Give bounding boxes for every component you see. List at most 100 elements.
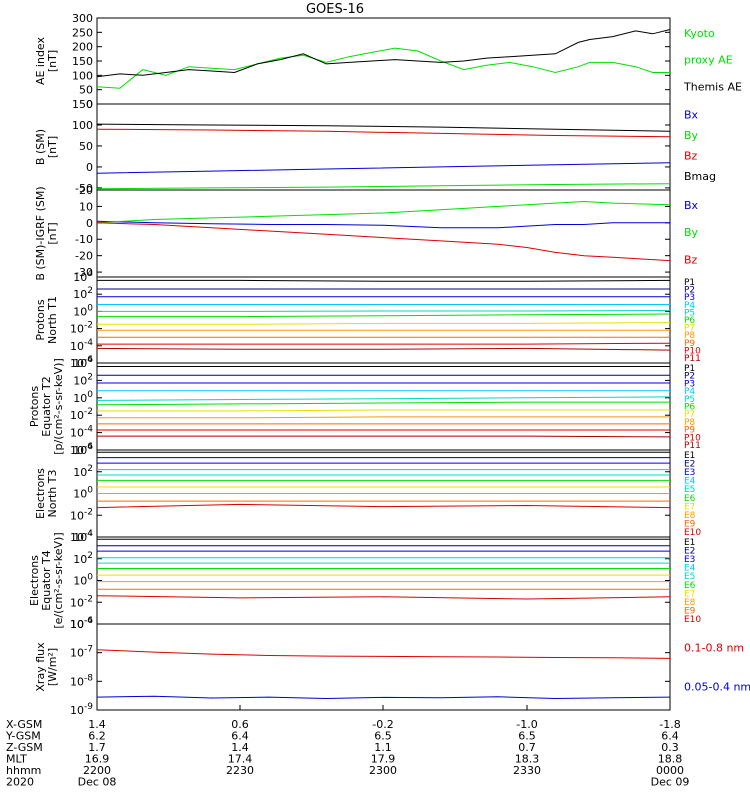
- y-tick-label: 100: [72, 119, 93, 132]
- y-tick-exponent: -2: [84, 594, 93, 604]
- y-tick-exponent: -6: [84, 616, 93, 626]
- y-tick-label: 100: [73, 390, 93, 405]
- x-row-value: 1.4: [88, 718, 106, 731]
- panel-frame: [96, 103, 671, 191]
- legend-entry: E2: [684, 547, 695, 557]
- x-row-value: 2200: [83, 764, 111, 777]
- legend-entry: P11: [684, 441, 701, 451]
- y-tick-label: -30: [75, 266, 93, 279]
- legend-entry: E2: [684, 460, 695, 470]
- legend-entry: E1: [684, 538, 695, 548]
- x-row-value: 2330: [513, 764, 541, 777]
- y-axis-label: [nT]: [46, 50, 59, 72]
- y-tick-exponent: 2: [87, 464, 93, 474]
- series-line-bx: [96, 162, 671, 174]
- legend-entry: P5: [684, 395, 695, 405]
- x-row-value: 1.1: [374, 741, 392, 754]
- x-row-label: MLT: [6, 753, 27, 766]
- y-tick-label: 104: [73, 529, 93, 544]
- x-row-label: Z-GSM: [6, 741, 43, 754]
- series-line-themis-ae: [96, 29, 671, 78]
- legend-entry: E4: [684, 564, 696, 574]
- legend-entry: Bmag: [684, 170, 716, 183]
- legend-entry: P9: [684, 339, 695, 349]
- y-tick-label: 150: [72, 55, 93, 68]
- x-row-value: 0000: [656, 764, 684, 777]
- y-axis-label: Protons: [28, 386, 41, 427]
- series-line-bmag: [96, 123, 671, 132]
- series-line-p11: [97, 435, 671, 438]
- series-line-p8: [97, 416, 670, 419]
- legend-entry: P9: [684, 426, 695, 436]
- panel-frame: [96, 17, 671, 105]
- legend-entry: P3: [684, 379, 695, 389]
- y-tick-label: 0: [86, 161, 93, 174]
- legend-entry: By: [684, 226, 699, 239]
- legend-entry: P10: [684, 346, 701, 356]
- legend-entry: P5: [684, 308, 695, 318]
- x-row-value: 2300: [369, 764, 397, 777]
- x-row-value: 18.8: [658, 753, 683, 766]
- legend-entry: E10: [684, 528, 701, 538]
- x-row-value: 6.5: [518, 730, 536, 743]
- y-tick-exponent: -2: [84, 507, 93, 517]
- legend-entry: proxy AE: [684, 54, 733, 67]
- legend-entry: E4: [684, 477, 696, 487]
- x-row-value: Dec 09: [651, 776, 690, 789]
- panel-frame: [96, 276, 671, 364]
- y-tick-label: 10: [79, 200, 93, 213]
- y-tick-exponent: -6: [84, 355, 93, 365]
- y-tick-label: 0: [86, 98, 93, 111]
- y-tick-label: 10-2: [70, 321, 93, 336]
- legend-entry: E6: [684, 581, 696, 591]
- x-row-value: 1.7: [88, 741, 106, 754]
- y-tick-label: 102: [73, 551, 93, 566]
- x-row-value: 16.9: [85, 753, 110, 766]
- y-tick-label: 50: [79, 140, 93, 153]
- y-tick-label: 200: [72, 41, 93, 54]
- x-row-value: -1.0: [516, 718, 537, 731]
- x-row-value: -0.2: [372, 718, 393, 731]
- legend-entry: E3: [684, 468, 695, 478]
- y-tick-label: 104: [73, 442, 93, 457]
- series-line-p5: [96, 396, 671, 401]
- y-tick-label: 100: [73, 486, 93, 501]
- y-tick-label: -50: [75, 182, 93, 195]
- y-tick-label: 10-8: [70, 673, 93, 688]
- x-row-label: 2020: [6, 776, 34, 789]
- x-axis-labels: X-GSM 1.4 0.6 -0.2 -1.0 -1.8 Y-GSM 6.2 6.4 6.5 6.5…: [5, 718, 689, 789]
- y-axis-label: North T1: [46, 296, 59, 344]
- legend-entry: P7: [684, 410, 695, 420]
- y-tick-exponent: 4: [87, 355, 93, 365]
- y-tick-exponent: 0: [87, 390, 93, 400]
- legend-entry: E8: [684, 598, 696, 608]
- legend-entry: E8: [684, 511, 696, 521]
- y-tick-exponent: 0: [87, 573, 93, 583]
- y-tick-exponent: -9: [84, 702, 93, 712]
- legend-entry: E6: [684, 494, 696, 504]
- legend-entry: Bz: [684, 149, 698, 162]
- series-line-p7: [97, 409, 670, 412]
- x-row-value: Dec 08: [78, 776, 117, 789]
- y-axis-label: [nT]: [46, 222, 59, 244]
- y-tick-exponent: 4: [87, 269, 93, 279]
- y-tick-label: 102: [73, 286, 93, 301]
- y-tick-label: 10-4: [70, 338, 93, 353]
- panel-2: -50 0 50 100 150 B (SM) [nT] Bx By Bz Bmag: [34, 98, 716, 195]
- y-tick-label: 102: [73, 464, 93, 479]
- legend-entry: E7: [684, 589, 695, 599]
- x-row-value: 2230: [226, 764, 254, 777]
- y-tick-label: 10-2: [70, 407, 93, 422]
- x-row-value: 18.3: [515, 753, 540, 766]
- x-row-label: X-GSM: [6, 718, 42, 731]
- y-axis-label: Electrons: [34, 468, 47, 519]
- legend-entry: P11: [684, 354, 701, 364]
- y-tick-exponent: 4: [87, 442, 93, 452]
- y-tick-label: 20: [79, 184, 93, 197]
- x-row-value: -1.8: [659, 718, 680, 731]
- series-line-by: [96, 200, 671, 224]
- y-tick-exponent: 2: [87, 551, 93, 561]
